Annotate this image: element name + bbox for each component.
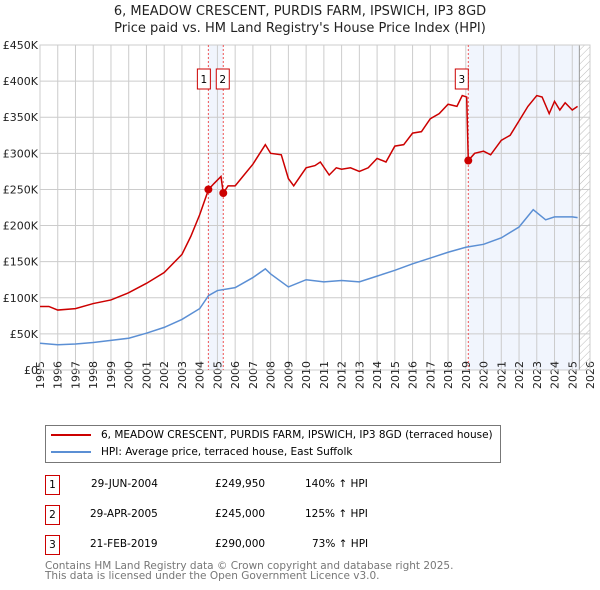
hpi-change: 125% ↑ HPI xyxy=(305,508,368,520)
legend-item-hpi: HPI: Average price, terraced house, East… xyxy=(51,444,352,460)
price: £249,950 xyxy=(215,478,266,490)
x-tick-label: 2007 xyxy=(247,361,260,389)
chart-subtitle: Price paid vs. HM Land Registry's House … xyxy=(114,21,486,36)
x-tick-label: 1996 xyxy=(52,361,65,389)
x-tick-label: 2006 xyxy=(229,361,242,389)
date: 21-FEB-2019 xyxy=(90,538,158,550)
forecast-hatch xyxy=(579,45,590,370)
sale-badge xyxy=(454,68,469,90)
shaded-period xyxy=(468,45,580,370)
marker-badge: 2 xyxy=(45,505,60,525)
plot-border xyxy=(39,44,591,371)
legend-item-property: 6, MEADOW CRESCENT, PURDIS FARM, IPSWICH… xyxy=(51,427,493,443)
chart-title: 6, MEADOW CRESCENT, PURDIS FARM, IPSWICH… xyxy=(113,4,487,19)
transaction-row: 2 29-APR-2005 £245,000 125% ↑ HPI xyxy=(45,505,525,525)
x-tick-label: 2018 xyxy=(442,361,455,389)
x-tick-label: 2004 xyxy=(194,361,207,389)
hpi-change: 140% ↑ HPI xyxy=(305,478,368,490)
y-tick-label: £0 xyxy=(24,364,38,377)
y-tick-label: £150K xyxy=(3,256,39,269)
x-tick-label: 2001 xyxy=(140,361,153,389)
price-chart: 1995 1996 1997 1998 1999 2000 2001 2002 2003 2004… xyxy=(3,39,597,389)
date: 29-APR-2005 xyxy=(90,508,158,520)
x-tick-label: 2025 xyxy=(566,361,579,389)
x-tick-label: 2019 xyxy=(460,361,473,389)
x-tick-label: 1997 xyxy=(69,361,82,389)
x-tick-label: 2023 xyxy=(531,361,544,389)
x-tick-label: 2017 xyxy=(424,361,437,389)
series-line xyxy=(39,208,578,346)
sale-point xyxy=(464,156,473,165)
x-tick-label: 1995 xyxy=(34,361,47,389)
x-tick-label: 2022 xyxy=(513,361,526,389)
sale-badge xyxy=(215,68,230,90)
sale-badge xyxy=(196,68,211,90)
x-tick-label: 2024 xyxy=(549,361,562,389)
x-tick-label: 2011 xyxy=(318,361,331,389)
sale-badge-label: 1 xyxy=(201,74,208,86)
x-tick-label: 2015 xyxy=(389,361,402,389)
x-tick-label: 1998 xyxy=(87,361,100,389)
y-tick-label: £400K xyxy=(3,75,39,88)
marker-badge: 1 xyxy=(45,475,60,495)
sale-badge-label: 2 xyxy=(219,74,226,86)
series-line xyxy=(40,94,579,311)
x-tick-label: 2009 xyxy=(282,361,295,389)
date: 29-JUN-2004 xyxy=(91,478,158,490)
x-tick-label: 2010 xyxy=(300,361,313,389)
x-tick-label: 2000 xyxy=(123,361,136,389)
legend: 6, MEADOW CRESCENT, PURDIS FARM, IPSWICH… xyxy=(45,425,501,463)
licence-text: This data is licensed under the Open Gov… xyxy=(45,570,380,582)
y-tick-label: £200K xyxy=(3,220,39,233)
transaction-row: 3 21-FEB-2019 £290,000 73% ↑ HPI xyxy=(45,535,525,555)
price: £245,000 xyxy=(215,508,266,520)
legend-label: HPI: Average price, terraced house, East… xyxy=(101,446,353,458)
legend-swatch-red xyxy=(51,434,91,436)
sale-point xyxy=(204,185,213,194)
x-tick-label: 1999 xyxy=(105,361,118,389)
y-tick-label: £50K xyxy=(10,328,39,341)
shaded-period xyxy=(208,45,224,370)
x-tick-label: 2003 xyxy=(176,361,189,389)
sale-point xyxy=(219,189,228,198)
x-tick-label: 2002 xyxy=(158,361,171,389)
x-tick-label: 2014 xyxy=(371,361,384,389)
y-tick-label: £300K xyxy=(3,147,39,160)
x-tick-label: 2020 xyxy=(478,361,491,389)
legend-swatch-blue xyxy=(51,451,91,453)
y-tick-label: £450K xyxy=(3,39,39,52)
copyright-text: Contains HM Land Registry data © Crown c… xyxy=(45,560,454,572)
sale-badge-label: 3 xyxy=(458,74,465,86)
hpi-change: 73% ↑ HPI xyxy=(312,538,369,550)
y-tick-label: £250K xyxy=(3,183,39,196)
x-tick-label: 2008 xyxy=(265,361,278,389)
x-tick-label: 2012 xyxy=(336,361,349,389)
transaction-row: 1 29-JUN-2004 £249,950 140% ↑ HPI xyxy=(45,475,525,495)
footer: Contains HM Land Registry data © Crown c… xyxy=(45,560,454,582)
x-tick-label: 2016 xyxy=(407,361,420,389)
x-tick-label: 2026 xyxy=(584,361,597,389)
x-tick-label: 2013 xyxy=(353,361,366,389)
marker-badge: 3 xyxy=(45,535,60,555)
x-tick-label: 2005 xyxy=(211,361,224,389)
legend-label: 6, MEADOW CRESCENT, PURDIS FARM, IPSWICH… xyxy=(101,429,493,441)
x-tick-label: 2021 xyxy=(495,361,508,389)
y-tick-label: £100K xyxy=(3,292,39,305)
y-tick-label: £350K xyxy=(3,111,39,124)
price: £290,000 xyxy=(215,538,266,550)
